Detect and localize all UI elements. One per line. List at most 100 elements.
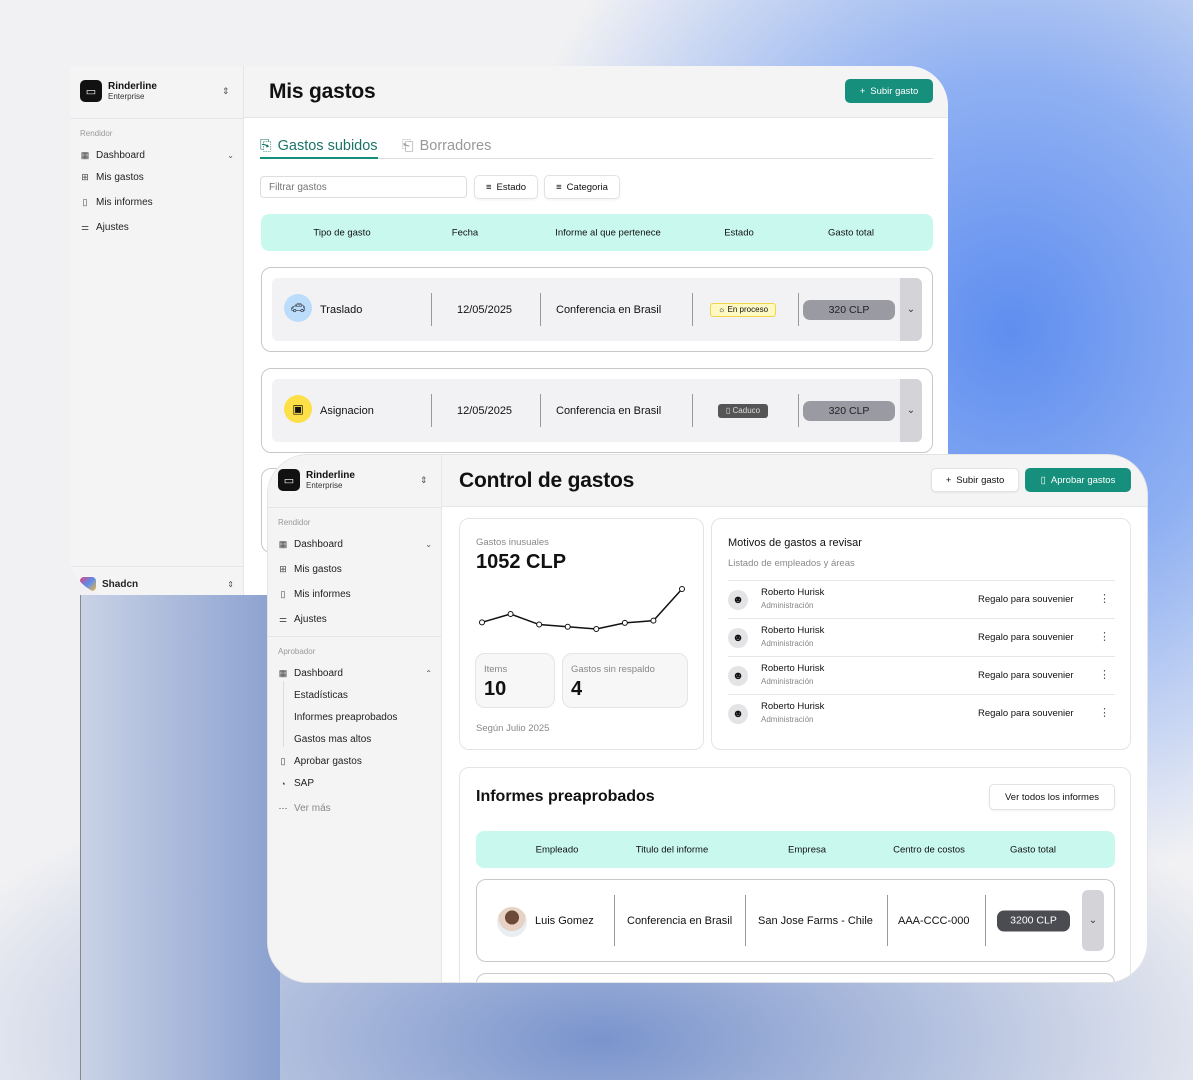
sidebar-subitem-informes-preaprobados[interactable]: Informes preaprobados xyxy=(294,712,398,723)
employee-area: Administración xyxy=(761,677,814,686)
chevron-down-icon: ⌄ xyxy=(425,540,432,549)
file-check-icon: ▯ xyxy=(280,756,286,766)
sparkline-point xyxy=(564,623,571,630)
label: Mis informes xyxy=(294,589,351,600)
categoria-filter-button[interactable]: ≡ Categoria xyxy=(544,175,620,199)
label: Mis informes xyxy=(96,197,153,208)
more-horizontal-icon: ⋯ xyxy=(278,803,288,813)
col-header: Informe al que pertenece xyxy=(555,227,661,238)
chevron-down-icon: ⌄ xyxy=(227,151,234,160)
workspace-switcher[interactable]: ▭ Rinderline Enterprise xyxy=(80,80,157,102)
employee-area: Administración xyxy=(761,601,814,610)
list-item[interactable]: ☻ Roberto Hurisk Administración Regalo p… xyxy=(728,656,1115,694)
tab-gastos-subidos[interactable]: ⎘ Gastos subidos xyxy=(260,138,378,159)
sidebar-item-aprobar-gastos[interactable]: ▯ Aprobar gastos xyxy=(278,756,432,767)
plus-icon: + xyxy=(945,474,952,486)
label: Dashboard xyxy=(294,668,343,679)
label: Dashboard xyxy=(96,150,145,161)
table-header: Empleado Titulo del informe Empresa Cent… xyxy=(476,831,1115,868)
label: Gastos subidos xyxy=(277,138,378,154)
col-header: Centro de costos xyxy=(893,844,965,855)
sidebar-item-mis-gastos[interactable]: ⊞ Mis gastos xyxy=(278,564,432,575)
sidebar-item-ajustes[interactable]: ⚌ Ajustes xyxy=(278,614,432,625)
file-check-icon: ⎘ xyxy=(260,138,272,154)
expense-date: 12/05/2025 xyxy=(457,404,513,417)
upload-expense-button[interactable]: + Subir gasto xyxy=(931,468,1019,492)
sidebar-item-dashboard[interactable]: ▦ Dashboard ⌄ xyxy=(278,539,432,550)
company: San Jose Farms - Chile xyxy=(758,914,873,927)
control-de-gastos-window: ▭ Rinderline Enterprise ⇕ Rendidor ▦ Dashbo… xyxy=(268,455,1147,982)
chevron-down-icon[interactable]: ⌄ xyxy=(900,379,922,442)
col-header: Estado xyxy=(724,227,754,238)
table-row[interactable]: Luis Gomez Conferencia en Brasil San Jos… xyxy=(476,879,1115,962)
sidebar-subitem-estadisticas[interactable]: Estadísticas xyxy=(294,690,348,701)
grid-icon: ▦ xyxy=(278,539,288,549)
sidebar-item-mis-gastos[interactable]: ⊞ Mis gastos xyxy=(80,172,234,183)
list-item[interactable]: ☻ Roberto Hurisk Administración Regalo p… xyxy=(728,694,1115,732)
label: Aprobar gastos xyxy=(294,756,362,767)
stat-value: 4 xyxy=(571,678,583,700)
sidebar-item-approver-dashboard[interactable]: ▦ Dashboard ⌃ xyxy=(278,668,432,679)
card-value: 1052 CLP xyxy=(476,551,567,573)
label: Ajustes xyxy=(294,614,327,625)
upload-expense-button[interactable]: + Subir gasto xyxy=(845,79,933,103)
unusual-expenses-card: Gastos inusuales 1052 CLP Items 10 Gasto… xyxy=(459,518,704,750)
review-card: Motivos de gastos a revisar Listado de e… xyxy=(711,518,1131,750)
chevrons-up-down-icon[interactable]: ⇕ xyxy=(222,86,230,96)
stat-label: Items xyxy=(484,664,508,675)
sparkline-point xyxy=(479,619,485,626)
no-backing-stat: Gastos sin respaldo 4 xyxy=(562,653,688,708)
more-vertical-icon[interactable]: ⋮ xyxy=(1099,707,1110,719)
sidebar: ▭ Rinderline Enterprise ⇕ Rendidor ▦ Dashbo… xyxy=(268,455,442,982)
filter-input[interactable] xyxy=(260,176,467,198)
sidebar-item-dashboard[interactable]: ▦ Dashboard ⌄ xyxy=(80,150,234,161)
reason: Regalo para souvenier xyxy=(978,670,1074,681)
tabs: ⎘ Gastos subidos ⎗ Borradores xyxy=(260,138,933,159)
chevron-up-icon: ⌃ xyxy=(425,669,432,678)
label: SAP xyxy=(294,778,315,789)
sidebar-item-mis-informes[interactable]: ▯ Mis informes xyxy=(80,197,234,208)
expense-report: Conferencia en Brasil xyxy=(556,404,662,417)
chevron-down-icon[interactable]: ⌄ xyxy=(1082,890,1104,951)
employee-area: Administración xyxy=(761,715,814,724)
expense-type: Traslado xyxy=(320,303,363,316)
sidebar-item-ver-mas[interactable]: ⋯ Ver más xyxy=(278,803,432,814)
card-title: Informes preaprobados xyxy=(476,788,655,805)
chevron-down-icon[interactable]: ⌄ xyxy=(900,278,922,341)
col-header: Gasto total xyxy=(828,227,874,238)
user-menu[interactable]: Shadcn ⇕ xyxy=(80,577,234,591)
more-vertical-icon[interactable]: ⋮ xyxy=(1099,631,1110,643)
chevrons-up-down-icon[interactable]: ⇕ xyxy=(420,475,428,485)
more-vertical-icon[interactable]: ⋮ xyxy=(1099,669,1110,681)
more-vertical-icon[interactable]: ⋮ xyxy=(1099,593,1110,605)
reason: Regalo para souvenier xyxy=(978,708,1074,719)
col-header: Empleado xyxy=(535,844,579,855)
file-edit-icon: ▯ xyxy=(280,589,286,599)
cost-center: AAA-CCC-000 xyxy=(898,914,970,927)
sidebar-subitem-gastos-mas-altos[interactable]: Gastos mas altos xyxy=(294,734,372,745)
list-item[interactable]: ☻ Roberto Hurisk Administración Regalo p… xyxy=(728,618,1115,656)
approve-expenses-button[interactable]: ▯ Aprobar gastos xyxy=(1025,468,1131,492)
estado-filter-button[interactable]: ≡ Estado xyxy=(474,175,538,199)
sidebar: ▭ Rinderline Enterprise ⇕ Rendidor ▦ Dashbo… xyxy=(70,66,244,595)
sidebar-item-mis-informes[interactable]: ▯ Mis informes xyxy=(278,589,432,600)
file-check-icon: ▯ xyxy=(1040,474,1046,486)
list-item[interactable]: ☻ Roberto Hurisk Administración Regalo p… xyxy=(728,580,1115,618)
card-title: Motivos de gastos a revisar xyxy=(728,537,862,549)
table-header: Tipo de gasto Fecha Informe al que perte… xyxy=(261,214,933,251)
workspace-switcher[interactable]: ▭ Rinderline Enterprise xyxy=(278,469,355,491)
chevrons-up-down-icon: ⇕ xyxy=(227,579,234,589)
tab-borradores[interactable]: ⎗ Borradores xyxy=(402,138,491,154)
employee-name: Roberto Hurisk xyxy=(761,587,825,598)
col-header: Empresa xyxy=(787,844,827,855)
label: Mis gastos xyxy=(96,172,144,183)
label: Borradores xyxy=(419,138,492,154)
plus-icon: + xyxy=(859,85,866,97)
view-all-reports-button[interactable]: Ver todos los informes xyxy=(989,784,1115,810)
table-row[interactable]: ▣ Asignacion 12/05/2025 Conferencia en B… xyxy=(261,368,933,453)
sidebar-item-sap[interactable]: ◔ SAP xyxy=(278,778,432,789)
table-row[interactable]: 🚗︎ Traslado 12/05/2025 Conferencia en Br… xyxy=(261,267,933,352)
sidebar-item-ajustes[interactable]: ⚌ Ajustes xyxy=(80,222,234,233)
filter-icon: ≡ xyxy=(485,181,492,193)
logo-icon: ▭ xyxy=(278,469,300,491)
